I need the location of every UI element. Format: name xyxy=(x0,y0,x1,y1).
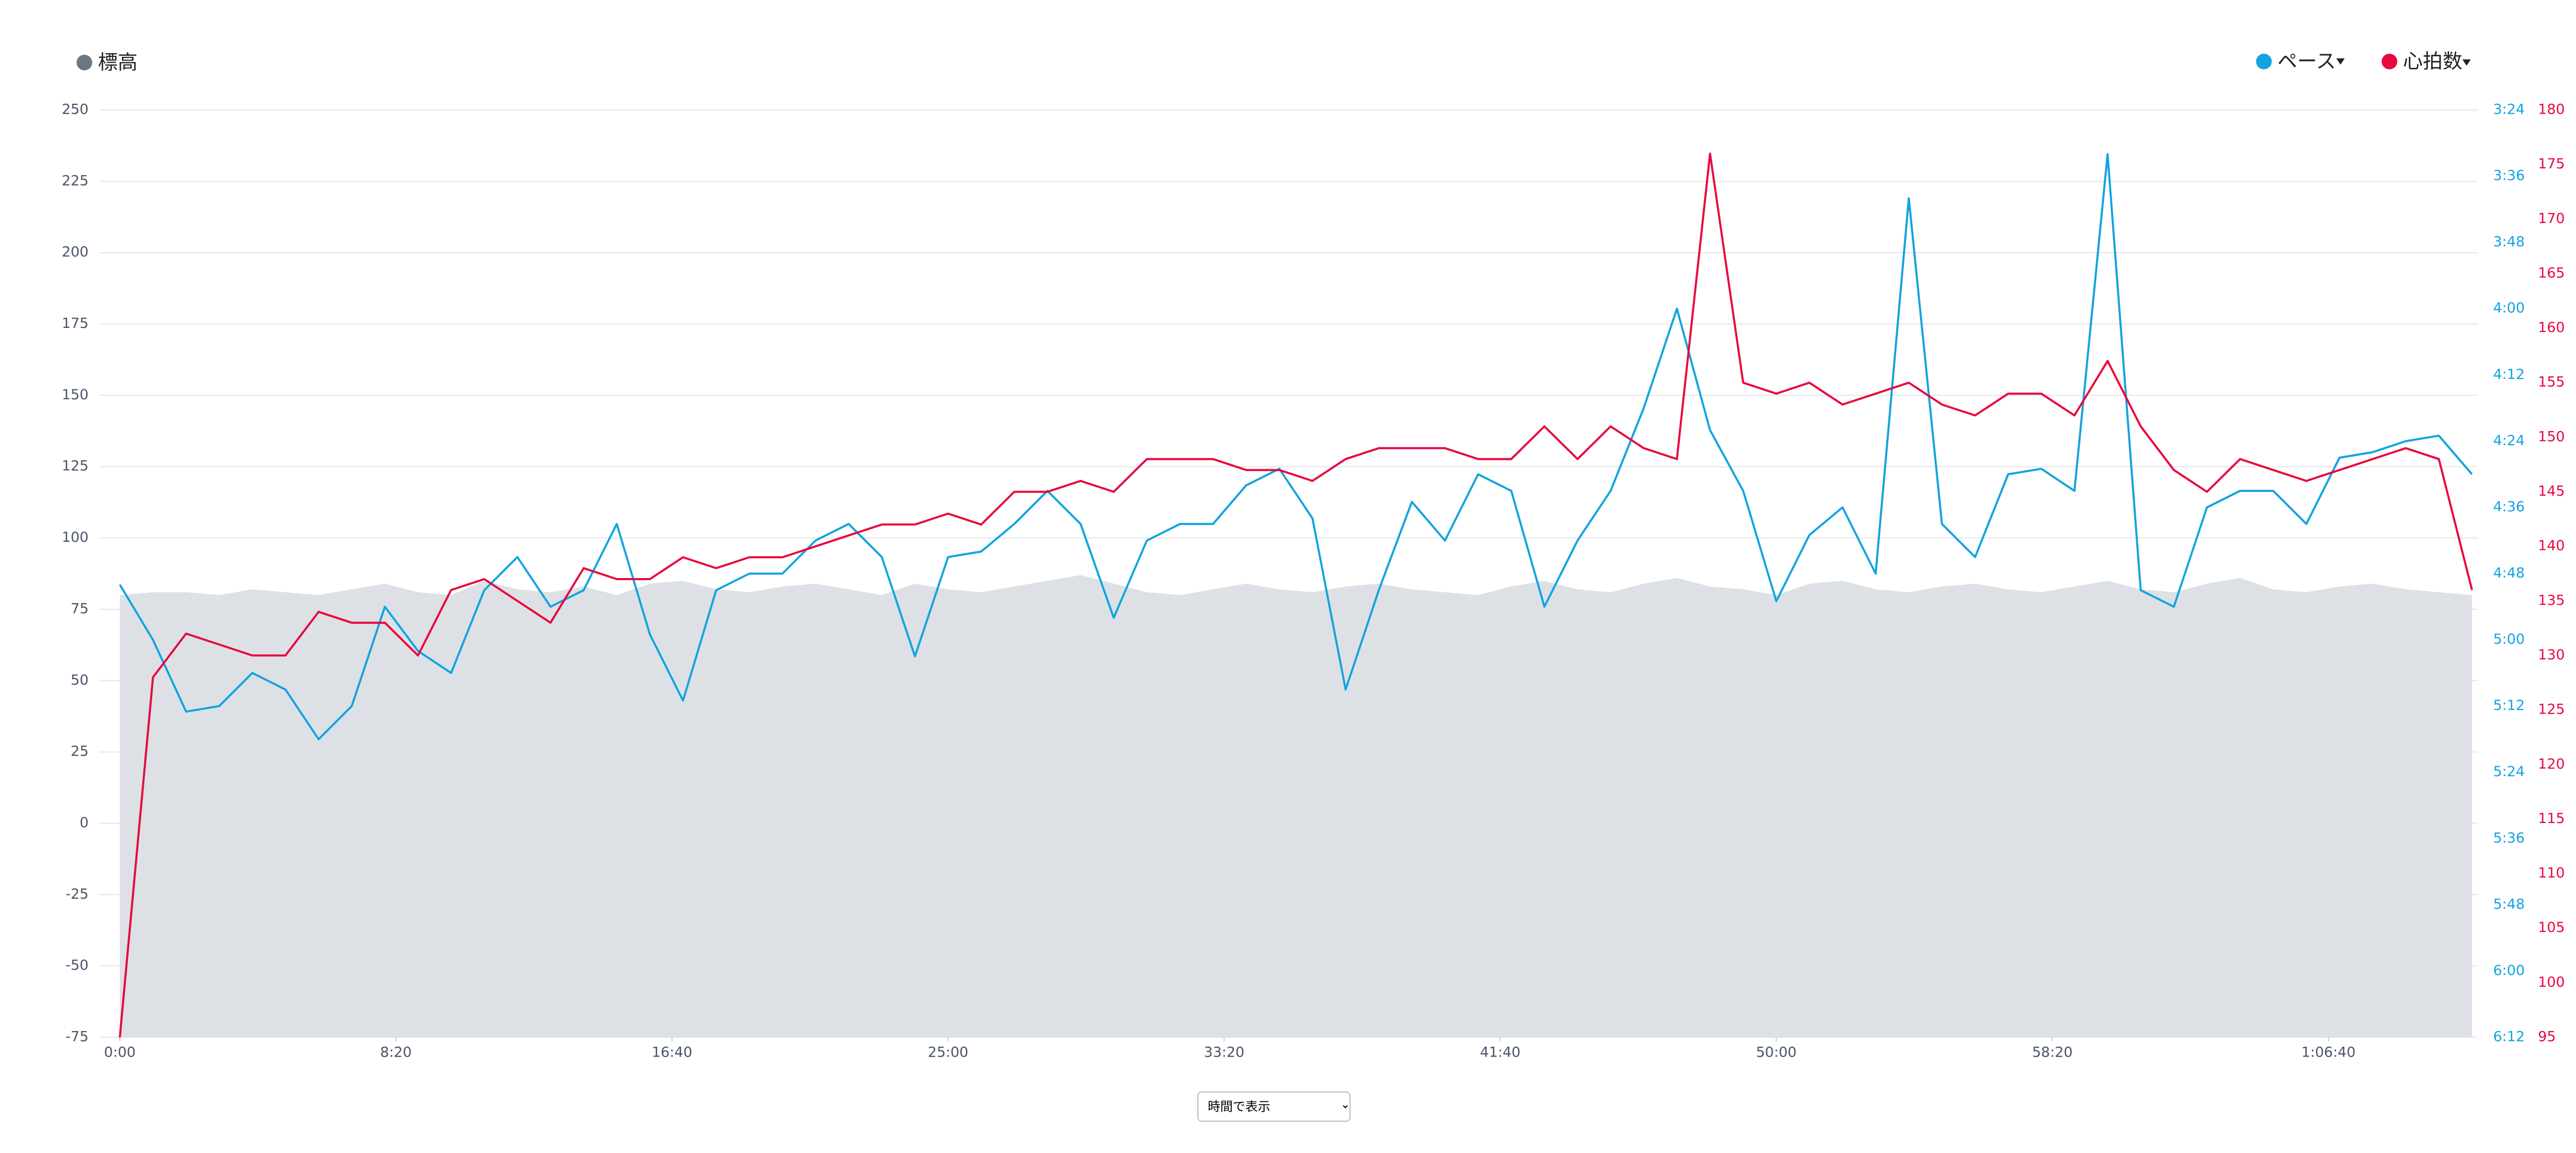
y3-tick-label: 170 xyxy=(2538,211,2565,227)
y3-tick-label: 145 xyxy=(2538,483,2565,499)
x-tick-label: 50:00 xyxy=(1756,1045,1797,1061)
y-tick-label: -25 xyxy=(66,886,89,902)
y3-tick-label: 105 xyxy=(2538,919,2565,936)
display-mode-select[interactable]: 時間で表示 xyxy=(1197,1091,1351,1122)
y2-tick-label: 4:24 xyxy=(2493,433,2525,449)
x-tick-label: 25:00 xyxy=(928,1045,969,1061)
y3-tick-label: 160 xyxy=(2538,320,2565,336)
y2-tick-label: 5:36 xyxy=(2493,830,2525,846)
y2-tick-label: 5:24 xyxy=(2493,764,2525,780)
y3-tick-label: 125 xyxy=(2538,702,2565,718)
y-tick-label: -50 xyxy=(66,958,89,974)
series-line xyxy=(119,153,2473,741)
y-tick-label: 100 xyxy=(61,530,89,546)
y3-tick-label: 155 xyxy=(2538,374,2565,390)
y3-tick-label: 135 xyxy=(2538,592,2565,608)
y-tick-label: 125 xyxy=(61,458,89,474)
x-tick-label: 16:40 xyxy=(652,1045,692,1061)
legend-marker xyxy=(77,55,92,70)
y3-tick-label: 95 xyxy=(2538,1029,2556,1045)
series-line xyxy=(119,152,2473,1038)
x-tick-label: 33:20 xyxy=(1204,1045,1245,1061)
y3-tick-label: 165 xyxy=(2538,265,2565,281)
y3-tick-label: 115 xyxy=(2538,811,2565,827)
y3-tick-label: 180 xyxy=(2538,102,2565,118)
legend-marker xyxy=(2382,54,2397,69)
y3-tick-label: 120 xyxy=(2538,756,2565,772)
y2-tick-label: 5:12 xyxy=(2493,697,2525,714)
y2-tick-label: 3:48 xyxy=(2493,234,2525,250)
y2-tick-label: 5:48 xyxy=(2493,896,2525,912)
y3-tick-label: 130 xyxy=(2538,647,2565,663)
y2-tick-label: 3:36 xyxy=(2493,168,2525,184)
y-tick-label: 0 xyxy=(80,815,89,831)
x-tick-label: 41:40 xyxy=(1480,1045,1520,1061)
y-tick-label: 200 xyxy=(61,244,89,260)
y-tick-label: 150 xyxy=(61,387,89,403)
y-tick-label: -75 xyxy=(66,1029,89,1045)
dropdown-arrow[interactable] xyxy=(2336,58,2345,65)
plot xyxy=(99,109,2478,1038)
y2-tick-label: 4:36 xyxy=(2493,499,2525,515)
y-tick-label: 225 xyxy=(61,173,89,189)
dropdown-arrow[interactable] xyxy=(2462,59,2471,66)
y2-tick-label: 3:24 xyxy=(2493,102,2525,118)
y2-tick-label: 4:48 xyxy=(2493,565,2525,581)
y3-tick-label: 175 xyxy=(2538,156,2565,172)
y2-tick-label: 4:12 xyxy=(2493,366,2525,383)
x-tick-label: 0:00 xyxy=(104,1045,136,1061)
y2-tick-label: 4:00 xyxy=(2493,300,2525,316)
legend-label: 標高 xyxy=(98,51,138,74)
y-tick-label: 75 xyxy=(71,600,89,617)
y2-tick-label: 6:12 xyxy=(2493,1029,2525,1045)
y-tick-label: 250 xyxy=(61,102,89,118)
y-tick-label: 25 xyxy=(71,743,89,759)
y-tick-label: 175 xyxy=(61,315,89,332)
y-tick-label: 50 xyxy=(71,672,89,688)
legend-label[interactable]: ペース xyxy=(2277,50,2336,73)
x-tick-label: 58:20 xyxy=(2032,1045,2073,1061)
legend-label[interactable]: 心拍数 xyxy=(2403,50,2462,73)
y3-tick-label: 110 xyxy=(2538,865,2565,881)
y3-tick-label: 140 xyxy=(2538,538,2565,554)
y3-tick-label: 150 xyxy=(2538,428,2565,445)
legend: 標高 ペース 心拍数 xyxy=(77,50,2471,74)
x-tick-label: 1:06:40 xyxy=(2301,1045,2356,1061)
elevation-area xyxy=(120,575,2472,1037)
y2-tick-label: 5:00 xyxy=(2493,631,2525,647)
legend-marker xyxy=(2256,54,2272,69)
y3-tick-label: 100 xyxy=(2538,974,2565,990)
x-tick-label: 8:20 xyxy=(380,1045,412,1061)
y2-tick-label: 6:00 xyxy=(2493,962,2525,978)
